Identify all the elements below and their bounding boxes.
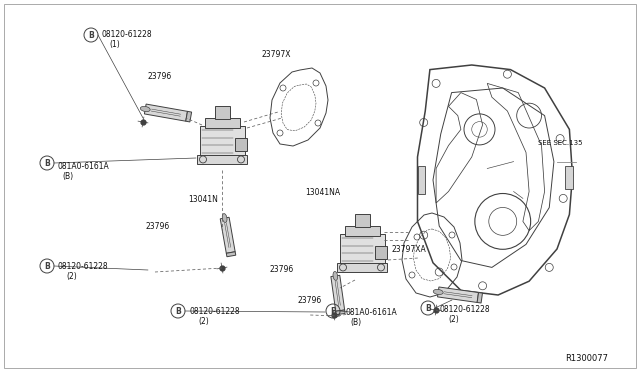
Bar [417, 166, 425, 194]
Text: 081A0-6161A: 081A0-6161A [345, 308, 397, 317]
Text: (2): (2) [66, 272, 77, 281]
Text: (B): (B) [350, 318, 361, 327]
Text: (1): (1) [109, 40, 120, 49]
Text: 13041N: 13041N [188, 195, 218, 204]
Text: 08120-61228: 08120-61228 [440, 305, 491, 314]
Text: 08120-61228: 08120-61228 [102, 30, 152, 39]
Polygon shape [331, 275, 345, 311]
Ellipse shape [140, 106, 150, 112]
Bar [234, 138, 247, 151]
Bar [355, 214, 369, 227]
Text: B: B [88, 31, 94, 40]
Text: 23797XA: 23797XA [392, 245, 427, 254]
Polygon shape [438, 287, 479, 302]
Text: 23796: 23796 [298, 296, 323, 305]
Text: 23797X: 23797X [262, 50, 291, 59]
Ellipse shape [333, 272, 338, 280]
Polygon shape [145, 104, 188, 121]
Text: 081A0-6161A: 081A0-6161A [58, 162, 109, 171]
Bar [337, 263, 387, 272]
Text: SEE SEC.135: SEE SEC.135 [538, 140, 582, 146]
Polygon shape [220, 217, 235, 253]
Bar [214, 106, 230, 119]
Text: B: B [330, 307, 336, 316]
Bar [200, 126, 244, 155]
Polygon shape [227, 252, 236, 257]
Text: (2): (2) [448, 315, 459, 324]
Polygon shape [186, 111, 191, 122]
Text: B: B [44, 159, 50, 168]
Text: (B): (B) [62, 172, 73, 181]
Bar [374, 246, 387, 259]
Text: B: B [175, 307, 181, 316]
Text: 23796: 23796 [270, 265, 294, 274]
Text: B: B [44, 262, 50, 271]
Text: (2): (2) [198, 317, 209, 326]
Text: 13041NA: 13041NA [305, 188, 340, 197]
Ellipse shape [222, 214, 227, 222]
Text: 23796: 23796 [148, 72, 172, 81]
Text: B: B [425, 304, 431, 313]
Bar [564, 166, 573, 189]
Text: 08120-61228: 08120-61228 [58, 262, 109, 271]
Bar [339, 234, 385, 263]
Text: R1300077: R1300077 [565, 354, 608, 363]
Polygon shape [477, 292, 483, 303]
Text: 23796: 23796 [145, 222, 169, 231]
Bar [197, 155, 247, 164]
Bar [205, 118, 239, 128]
Bar [344, 226, 380, 236]
Polygon shape [336, 310, 345, 315]
Text: 08120-61228: 08120-61228 [190, 307, 241, 316]
Ellipse shape [433, 289, 443, 295]
